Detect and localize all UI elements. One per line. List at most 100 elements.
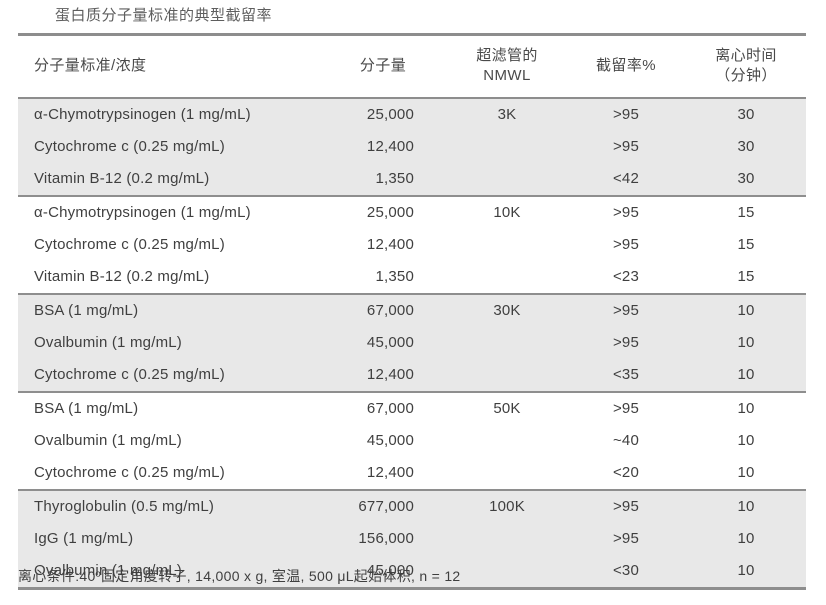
cell-molecular-weight: 67,000 [318, 294, 448, 327]
cell-nmwl [448, 523, 566, 555]
table-header: 分子量标准/浓度 分子量 超滤管的 NMWL 截留率% 离心时间 （分钟） [18, 34, 806, 98]
table-footnote: 离心条件:40º固定角度转子, 14,000 x g, 室温, 500 μL起始… [18, 568, 461, 584]
table-row: Cytochrome c (0.25 mg/mL) 12,400 <35 10 [18, 359, 806, 393]
cell-spin-time: 10 [686, 327, 806, 359]
cell-nmwl [448, 457, 566, 491]
cell-spin-time: 10 [686, 490, 806, 523]
cell-retention: >95 [566, 131, 686, 163]
column-header-spin-time-line1: 离心时间 [715, 47, 777, 64]
cell-spin-time: 15 [686, 261, 806, 295]
cell-molecular-weight: 12,400 [318, 359, 448, 393]
column-header-spin-time: 离心时间 （分钟） [686, 34, 806, 98]
cell-retention: >95 [566, 327, 686, 359]
cell-standard: Ovalbumin (1 mg/mL) [18, 327, 318, 359]
cell-molecular-weight: 67,000 [318, 392, 448, 425]
table-row: IgG (1 mg/mL) 156,000 >95 10 [18, 523, 806, 555]
table-row: BSA (1 mg/mL) 67,000 50K >95 10 [18, 392, 806, 425]
cell-spin-time: 10 [686, 392, 806, 425]
cell-spin-time: 10 [686, 294, 806, 327]
column-header-nmwl-line2: NMWL [483, 67, 531, 84]
cell-molecular-weight: 25,000 [318, 196, 448, 229]
cell-retention: <30 [566, 555, 686, 590]
cell-standard: Vitamin B-12 (0.2 mg/mL) [18, 261, 318, 295]
cell-spin-time: 30 [686, 131, 806, 163]
table-body: α-Chymotrypsinogen (1 mg/mL) 25,000 3K >95 3… [18, 98, 806, 590]
cell-standard: Ovalbumin (1 mg/mL) [18, 555, 318, 590]
cell-standard: α-Chymotrypsinogen (1 mg/mL) [18, 196, 318, 229]
cell-molecular-weight: 1,350 [318, 163, 448, 197]
cell-nmwl: 30K [448, 294, 566, 327]
cell-spin-time: 10 [686, 523, 806, 555]
cell-nmwl: 10K [448, 196, 566, 229]
cell-nmwl: 100K [448, 490, 566, 523]
table-row: α-Chymotrypsinogen (1 mg/mL) 25,000 10K >95… [18, 196, 806, 229]
cell-retention: <23 [566, 261, 686, 295]
cell-standard: α-Chymotrypsinogen (1 mg/mL) [18, 98, 318, 131]
cell-molecular-weight: 45,000 [318, 327, 448, 359]
cell-molecular-weight: 156,000 [318, 523, 448, 555]
table-row: Cytochrome c (0.25 mg/mL) 12,400 >95 30 [18, 131, 806, 163]
table-row: Ovalbumin (1 mg/mL) 45,000 <30 10 [18, 555, 806, 590]
column-header-standard: 分子量标准/浓度 [18, 34, 318, 98]
table-row: Thyroglobulin (0.5 mg/mL) 677,000 100K >95 1… [18, 490, 806, 523]
cell-retention: >95 [566, 196, 686, 229]
cell-spin-time: 15 [686, 229, 806, 261]
column-header-spin-time-line2: （分钟） [715, 67, 777, 84]
retention-table-container: 分子量标准/浓度 分子量 超滤管的 NMWL 截留率% 离心时间 （分钟） [18, 33, 806, 590]
cell-retention: >95 [566, 98, 686, 131]
table-row: Vitamin B-12 (0.2 mg/mL) 1,350 <23 15 [18, 261, 806, 295]
table-row: Cytochrome c (0.25 mg/mL) 12,400 <20 10 [18, 457, 806, 491]
column-header-molecular-weight: 分子量 [318, 34, 448, 98]
column-header-retention-line1: 截留率% [596, 57, 656, 74]
table-row: Ovalbumin (1 mg/mL) 45,000 ~40 10 [18, 425, 806, 457]
cell-molecular-weight: 25,000 [318, 98, 448, 131]
cell-nmwl [448, 163, 566, 197]
cell-retention: <20 [566, 457, 686, 491]
cell-nmwl [448, 261, 566, 295]
cell-spin-time: 10 [686, 359, 806, 393]
cell-standard: Cytochrome c (0.25 mg/mL) [18, 131, 318, 163]
cell-nmwl [448, 359, 566, 393]
table-row: BSA (1 mg/mL) 67,000 30K >95 10 [18, 294, 806, 327]
cell-standard: Vitamin B-12 (0.2 mg/mL) [18, 163, 318, 197]
column-header-nmwl: 超滤管的 NMWL [448, 34, 566, 98]
table-caption: 蛋白质分子量标准的典型截留率 [55, 7, 273, 24]
cell-spin-time: 15 [686, 196, 806, 229]
cell-molecular-weight: 12,400 [318, 229, 448, 261]
cell-nmwl [448, 425, 566, 457]
cell-retention: <35 [566, 359, 686, 393]
cell-spin-time: 30 [686, 163, 806, 197]
cell-molecular-weight: 1,350 [318, 261, 448, 295]
cell-retention: >95 [566, 490, 686, 523]
cell-molecular-weight: 12,400 [318, 131, 448, 163]
table-row: α-Chymotrypsinogen (1 mg/mL) 25,000 3K >95 3… [18, 98, 806, 131]
cell-retention: >95 [566, 523, 686, 555]
cell-standard: Ovalbumin (1 mg/mL) [18, 425, 318, 457]
cell-nmwl [448, 131, 566, 163]
column-header-nmwl-line1: 超滤管的 [476, 47, 538, 64]
column-header-molecular-weight-line1: 分子量 [359, 57, 407, 74]
cell-molecular-weight: 12,400 [318, 457, 448, 491]
table-row: Vitamin B-12 (0.2 mg/mL) 1,350 <42 30 [18, 163, 806, 197]
cell-nmwl: 50K [448, 392, 566, 425]
cell-retention: <42 [566, 163, 686, 197]
cell-retention: >95 [566, 229, 686, 261]
cell-standard: BSA (1 mg/mL) [18, 294, 318, 327]
retention-table: 分子量标准/浓度 分子量 超滤管的 NMWL 截留率% 离心时间 （分钟） [18, 33, 806, 590]
cell-retention: >95 [566, 392, 686, 425]
cell-standard: Cytochrome c (0.25 mg/mL) [18, 229, 318, 261]
cell-standard: BSA (1 mg/mL) [18, 392, 318, 425]
cell-standard: IgG (1 mg/mL) [18, 523, 318, 555]
header-row: 分子量标准/浓度 分子量 超滤管的 NMWL 截留率% 离心时间 （分钟） [18, 34, 806, 98]
cell-spin-time: 10 [686, 457, 806, 491]
cell-nmwl [448, 327, 566, 359]
cell-standard: Thyroglobulin (0.5 mg/mL) [18, 490, 318, 523]
column-header-retention: 截留率% [566, 34, 686, 98]
cell-spin-time: 30 [686, 98, 806, 131]
cell-standard: Cytochrome c (0.25 mg/mL) [18, 359, 318, 393]
cell-molecular-weight: 677,000 [318, 490, 448, 523]
table-row: Cytochrome c (0.25 mg/mL) 12,400 >95 15 [18, 229, 806, 261]
cell-spin-time: 10 [686, 555, 806, 590]
cell-molecular-weight: 45,000 [318, 425, 448, 457]
